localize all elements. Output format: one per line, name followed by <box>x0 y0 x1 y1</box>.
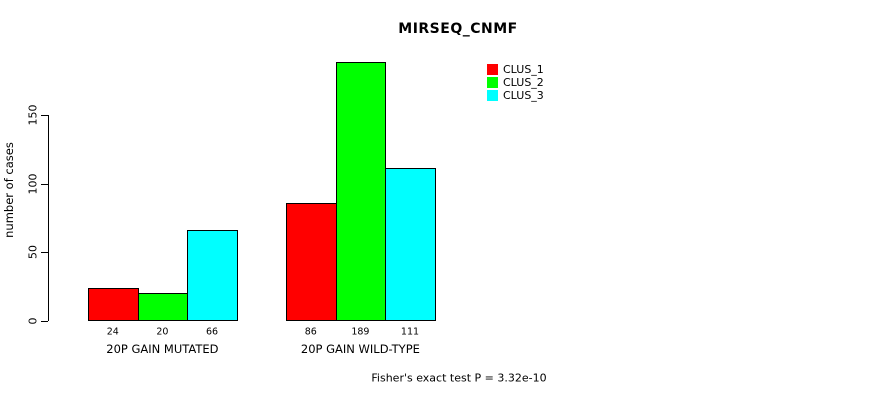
bar-clus_3-1 <box>187 230 238 322</box>
legend-swatch-icon <box>487 90 498 101</box>
y-axis-tick-label: 100 <box>26 173 40 194</box>
bar-value-label: 20 <box>156 326 169 338</box>
legend-label: CLUS_2 <box>503 76 544 89</box>
bar-value-label: 66 <box>205 326 219 338</box>
legend-swatch-icon <box>487 77 498 88</box>
legend-label: CLUS_3 <box>503 89 544 102</box>
legend-row: CLUS_2 <box>487 76 544 89</box>
y-axis-tick-label: 150 <box>26 104 40 126</box>
legend: CLUS_1 CLUS_2 CLUS_3 <box>487 63 544 102</box>
y-axis-tick-label: 50 <box>26 245 40 259</box>
bar-clus_3-2 <box>385 168 436 322</box>
y-axis-line <box>48 115 49 321</box>
legend-swatch-icon <box>487 64 498 75</box>
x-category-label: 20P GAIN WILD-TYPE <box>300 342 420 356</box>
y-axis-label: number of cases <box>2 142 16 238</box>
bar-value-label: 24 <box>106 326 119 338</box>
x-category-label: 20P GAIN MUTATED <box>106 342 219 356</box>
legend-label: CLUS_1 <box>503 63 544 76</box>
bar-clus_2-2 <box>335 61 387 322</box>
bar-value-label: 111 <box>400 326 420 338</box>
y-axis-tick-mark <box>41 183 48 185</box>
legend-row: CLUS_1 <box>487 63 544 76</box>
bar-clus_1-2 <box>286 202 337 322</box>
y-axis-tick-label: 0 <box>26 317 40 324</box>
bar-value-label: 86 <box>304 326 317 338</box>
y-axis-tick-mark <box>41 252 48 253</box>
bar-clus_2-1 <box>137 293 189 322</box>
legend-row: CLUS_3 <box>487 89 544 102</box>
chart-title: MIRSEQ_CNMF <box>398 21 518 37</box>
y-axis-tick-mark <box>41 320 48 322</box>
annotation-fisher-test: Fisher's exact test P = 3.32e-10 <box>371 371 547 385</box>
bar-value-label: 189 <box>351 326 370 338</box>
bar-clus_1-1 <box>88 287 139 322</box>
y-axis-tick-mark <box>41 115 48 116</box>
